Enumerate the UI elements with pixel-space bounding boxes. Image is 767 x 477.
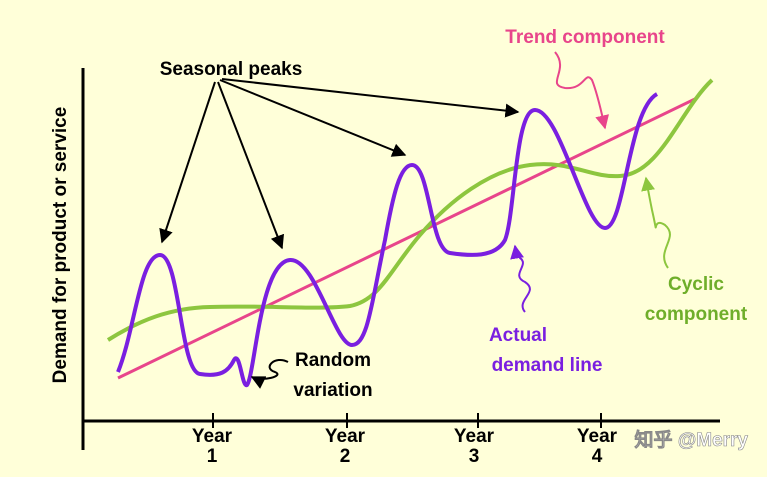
actual-label: demand line bbox=[492, 355, 603, 376]
cyclic-pointer bbox=[641, 176, 671, 269]
seasonal-label: Seasonal peaks bbox=[160, 59, 303, 80]
actual-label: Actual bbox=[489, 325, 547, 346]
x-labels: Year 1 Year 2 Year 3 Year 4 bbox=[192, 426, 618, 467]
x-label: Year bbox=[454, 426, 495, 447]
cyclic-label: Cyclic bbox=[668, 274, 724, 295]
trend-label: Trend component bbox=[505, 27, 665, 48]
random-label: variation bbox=[293, 380, 372, 401]
watermark: 知乎 @Merry bbox=[634, 428, 748, 451]
x-label: 1 bbox=[207, 446, 218, 467]
x-label: 3 bbox=[469, 446, 480, 467]
axes bbox=[81, 68, 720, 450]
x-label: 4 bbox=[592, 446, 603, 467]
x-label: Year bbox=[325, 426, 366, 447]
x-label: 2 bbox=[340, 446, 351, 467]
y-axis-label: Demand for product or service bbox=[50, 107, 71, 384]
actual-demand-line bbox=[116, 92, 659, 388]
actual-pointer bbox=[510, 244, 531, 313]
x-label: Year bbox=[192, 426, 233, 447]
trend-pointer bbox=[554, 51, 609, 130]
x-label: Year bbox=[577, 426, 618, 447]
trend-line bbox=[117, 96, 698, 380]
random-pointer bbox=[250, 359, 289, 389]
seasonal-arrows bbox=[159, 78, 520, 250]
cyclic-label: component bbox=[645, 304, 748, 325]
random-label: Random bbox=[295, 350, 371, 371]
